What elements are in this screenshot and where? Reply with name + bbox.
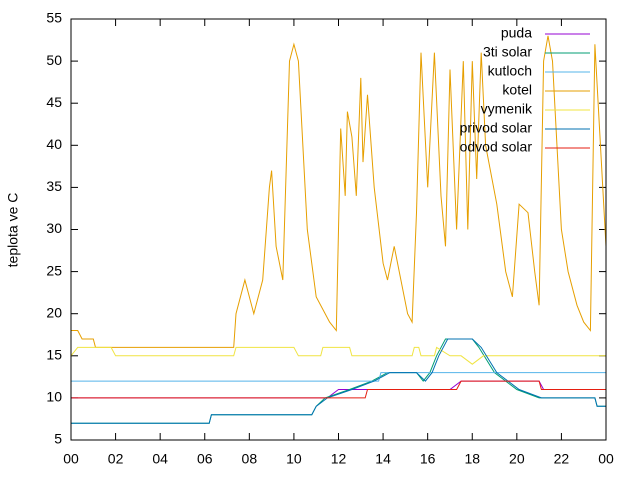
- x-tick-label: 14: [375, 451, 391, 467]
- y-tick-label: 50: [46, 52, 62, 68]
- x-tick-label: 16: [420, 451, 436, 467]
- series-line: [71, 380, 606, 399]
- x-tick-label: 04: [152, 451, 168, 467]
- legend-label: kutloch: [488, 63, 532, 79]
- x-tick-label: 22: [554, 451, 570, 467]
- legend-label: puda: [501, 25, 532, 41]
- series-line: [71, 35, 607, 348]
- x-tick-label: 06: [197, 451, 213, 467]
- y-tick-label: 45: [46, 94, 62, 110]
- y-tick-label: 10: [46, 389, 62, 405]
- y-tick-label: 55: [46, 10, 62, 26]
- legend-label: odvod solar: [460, 139, 533, 155]
- y-tick-label: 15: [46, 347, 62, 363]
- plot-border: [70, 18, 607, 441]
- y-tick-label: 20: [46, 304, 62, 320]
- legend-label: kotel: [502, 82, 532, 98]
- x-tick-label: 10: [286, 451, 302, 467]
- x-tick-label: 18: [464, 451, 480, 467]
- x-tick-label: 08: [242, 451, 258, 467]
- legend-label: 3ti solar: [483, 44, 532, 60]
- y-tick-label: 30: [46, 220, 62, 236]
- legend-label: vymenik: [481, 101, 533, 117]
- x-tick-label: 12: [331, 451, 347, 467]
- x-tick-label: 02: [108, 451, 124, 467]
- y-tick-label: 35: [46, 178, 62, 194]
- legend-label: privod solar: [460, 120, 533, 136]
- x-tick-label: 20: [509, 451, 525, 467]
- y-tick-label: 5: [54, 431, 62, 447]
- series-line: [70, 346, 606, 365]
- x-tick-label: 00: [598, 451, 614, 467]
- series-line: [71, 372, 606, 382]
- series-line: [71, 338, 606, 424]
- y-tick-label: 40: [46, 136, 62, 152]
- y-tick-label: 25: [46, 262, 62, 278]
- y-axis-label: teplota ve C: [5, 193, 21, 268]
- x-tick-label: 00: [63, 451, 79, 467]
